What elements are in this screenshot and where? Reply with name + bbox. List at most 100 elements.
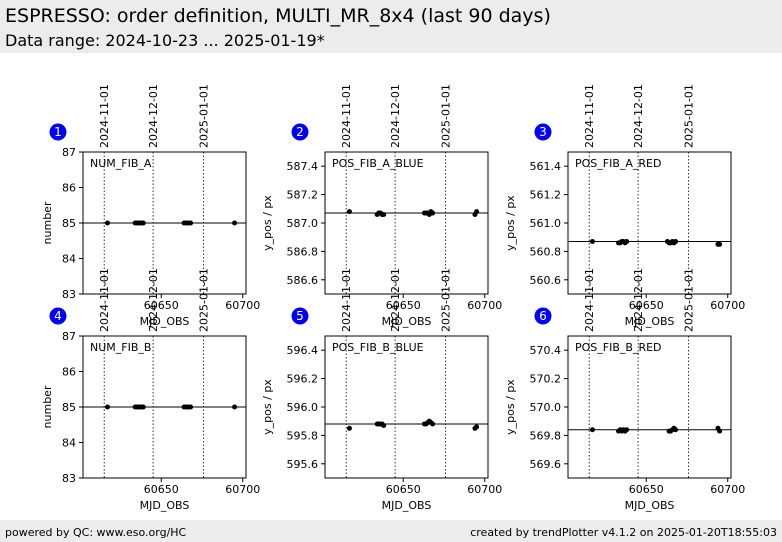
date-label: 2024-11-01 (583, 84, 596, 148)
y-tick-label: 561.0 (530, 217, 562, 230)
date-label: 2024-11-01 (340, 84, 353, 148)
panel-number: 4 (54, 309, 62, 323)
data-point (717, 241, 723, 247)
data-point (717, 428, 723, 434)
y-tick-label: 83 (62, 472, 76, 485)
date-label: 2024-11-01 (98, 84, 111, 148)
y-tick-label: 569.6 (530, 458, 562, 471)
x-tick-label: 60650 (629, 299, 664, 312)
panel-number-badge (534, 123, 552, 141)
panel-label: POS_FIB_B_RED (575, 341, 662, 354)
date-label: 2025-01-01 (198, 268, 211, 332)
y-tick-label: 596.2 (287, 373, 319, 386)
panel-number-badge (291, 123, 309, 141)
panel-label: POS_FIB_A_RED (575, 157, 661, 170)
report-header: ESPRESSO: order definition, MULTI_MR_8x4… (0, 0, 782, 53)
x-tick-label: 60650 (386, 299, 421, 312)
x-axis-label: MJD_OBS (140, 315, 190, 328)
panel-number-badge (534, 307, 552, 325)
date-label: 2024-11-01 (340, 268, 353, 332)
date-label: 2024-12-01 (389, 84, 402, 148)
date-label: 2024-11-01 (583, 268, 596, 332)
y-tick-label: 86 (62, 366, 76, 379)
y-tick-label: 87 (62, 330, 76, 343)
data-point (188, 404, 194, 410)
panel-number: 2 (296, 125, 304, 139)
data-point (232, 220, 238, 226)
data-point (474, 424, 480, 430)
report-footer: powered by QC: www.eso.org/HC created by… (0, 520, 782, 542)
x-tick-label: 60650 (144, 299, 179, 312)
data-point (104, 220, 110, 226)
panel-number-badge (49, 123, 67, 141)
y-axis-label: number (41, 201, 54, 244)
y-tick-label: 595.6 (287, 458, 319, 471)
y-axis-label: y_pos / px (504, 379, 517, 435)
y-axis-label: y_pos / px (504, 195, 517, 251)
data-point (140, 220, 146, 226)
y-tick-label: 85 (62, 401, 76, 414)
panel-number: 3 (539, 125, 547, 139)
y-axis-label: y_pos / px (261, 379, 274, 435)
data-point (673, 427, 679, 433)
data-point (381, 422, 387, 428)
y-tick-label: 84 (62, 437, 76, 450)
date-label: 2025-01-01 (198, 84, 211, 148)
x-tick-label: 60700 (225, 299, 260, 312)
y-tick-label: 587.0 (287, 217, 319, 230)
x-tick-label: 60700 (467, 299, 502, 312)
data-point (381, 211, 387, 217)
data-point (430, 421, 436, 427)
data-point (140, 404, 146, 410)
date-label: 2025-01-01 (683, 268, 696, 332)
panel-number-badge (291, 307, 309, 325)
x-tick-label: 60700 (710, 299, 745, 312)
y-tick-label: 85 (62, 217, 76, 230)
y-tick-label: 560.6 (530, 274, 562, 287)
date-label: 2025-01-01 (440, 268, 453, 332)
date-label: 2024-12-01 (147, 268, 160, 332)
x-tick-label: 60700 (467, 483, 502, 496)
data-point (589, 238, 595, 244)
plot-frame (567, 335, 732, 479)
panel-label: NUM_FIB_A (90, 157, 152, 170)
x-tick-label: 60700 (710, 483, 745, 496)
x-tick-label: 60650 (629, 483, 664, 496)
date-label: 2024-12-01 (632, 268, 645, 332)
page-title: ESPRESSO: order definition, MULTI_MR_8x4… (5, 5, 551, 27)
y-tick-label: 596.0 (287, 401, 319, 414)
y-tick-label: 570.2 (530, 373, 562, 386)
footer-powered-by: powered by QC: www.eso.org/HC (5, 526, 187, 539)
data-point (188, 220, 194, 226)
date-label: 2024-12-01 (147, 84, 160, 148)
data-point (589, 427, 595, 433)
data-point (104, 404, 110, 410)
y-tick-label: 86 (62, 182, 76, 195)
y-tick-label: 570.0 (530, 401, 562, 414)
y-tick-label: 561.4 (530, 160, 562, 173)
panel-label: POS_FIB_B_BLUE (332, 341, 424, 354)
date-label: 2024-11-01 (98, 268, 111, 332)
panel-label: NUM_FIB_B (90, 341, 151, 354)
plot-frame (324, 335, 489, 479)
data-range-subtitle: Data range: 2024-10-23 ... 2025-01-19* (5, 31, 325, 50)
date-label: 2024-12-01 (389, 268, 402, 332)
date-label: 2024-12-01 (632, 84, 645, 148)
y-tick-label: 587.2 (287, 189, 319, 202)
y-tick-label: 569.8 (530, 429, 562, 442)
data-point (673, 238, 679, 244)
plot-frame (324, 151, 489, 295)
panel-label: POS_FIB_A_BLUE (332, 157, 424, 170)
y-tick-label: 84 (62, 253, 76, 266)
panel-number: 6 (539, 309, 547, 323)
y-tick-label: 586.6 (287, 274, 319, 287)
x-axis-label: MJD_OBS (382, 499, 432, 512)
x-axis-label: MJD_OBS (625, 499, 675, 512)
x-tick-label: 60650 (144, 483, 179, 496)
plot-frame (567, 151, 732, 295)
y-tick-label: 560.8 (530, 245, 562, 258)
x-axis-label: MJD_OBS (625, 315, 675, 328)
y-tick-label: 570.4 (530, 344, 562, 357)
data-point (474, 209, 480, 215)
